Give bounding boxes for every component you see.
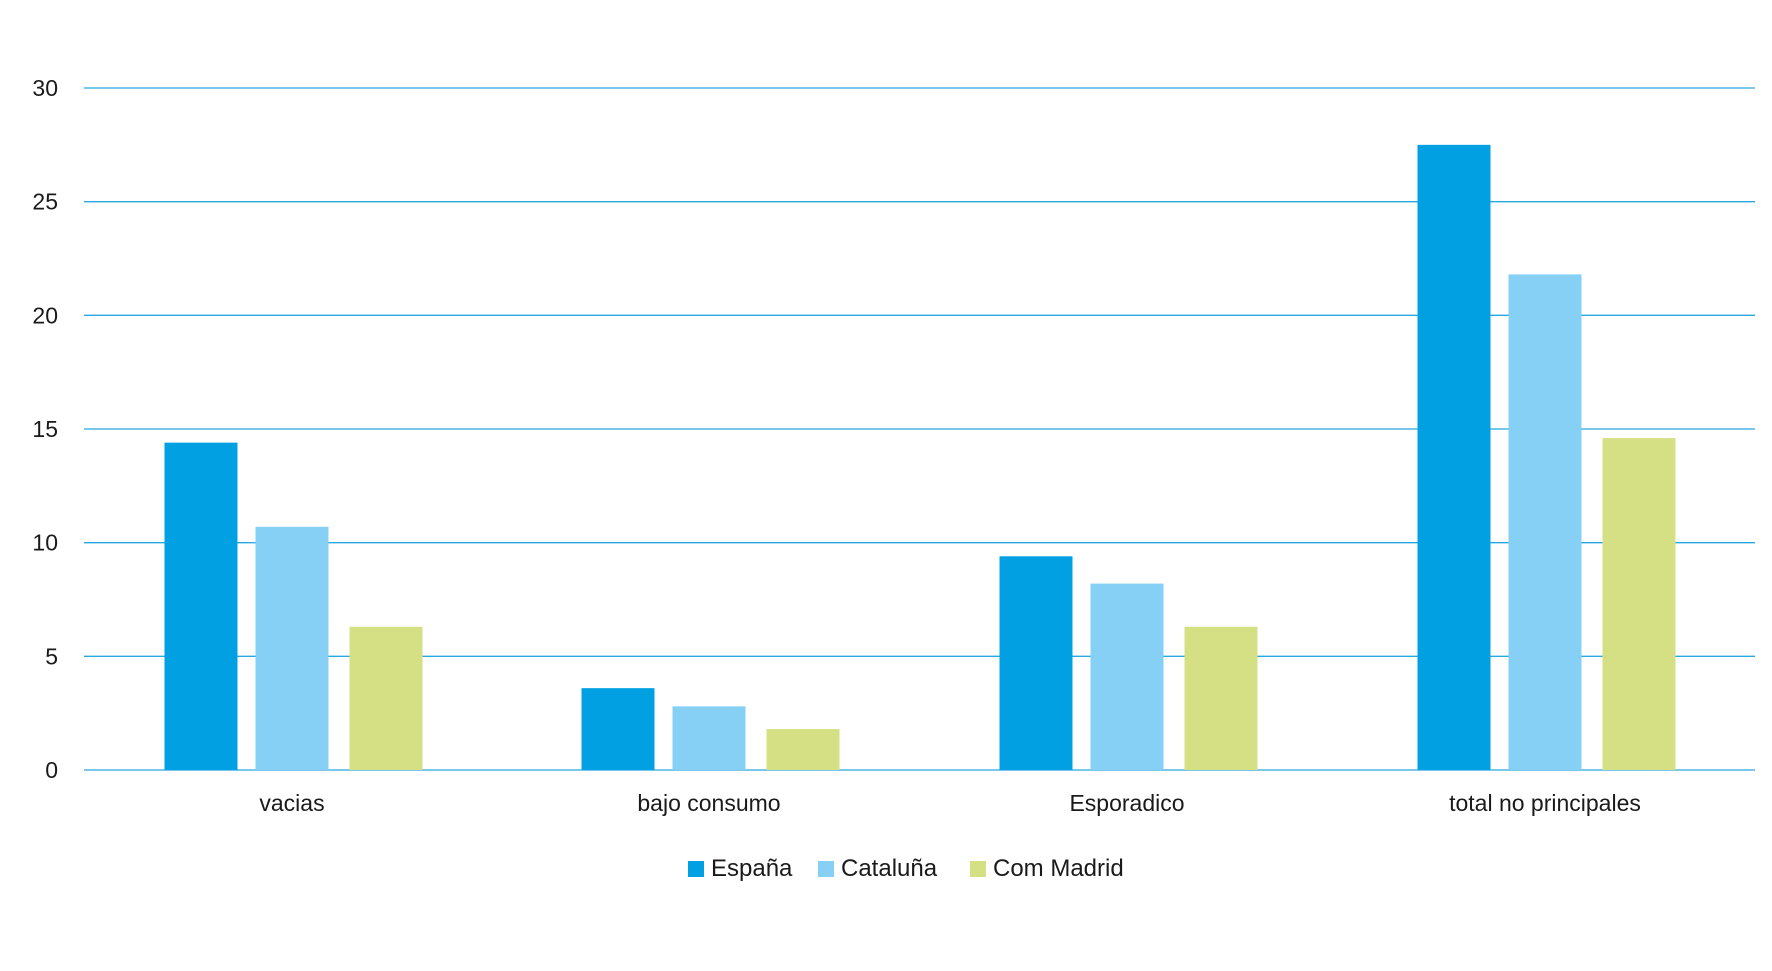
bar-2-3	[1090, 583, 1164, 770]
y-axis-ticks: 0 5 10 15 20 25 30	[32, 75, 58, 783]
y-tick-label: 30	[32, 75, 58, 101]
legend-swatch	[970, 861, 986, 877]
bar-1-1	[164, 442, 238, 770]
y-tick-label: 10	[32, 530, 58, 556]
legend-label: Com Madrid	[993, 855, 1124, 882]
y-tick-label: 0	[45, 757, 58, 783]
bar-3-2	[766, 729, 840, 770]
y-tick-label: 25	[32, 189, 58, 215]
bar-1-4	[1417, 144, 1491, 771]
bars	[164, 144, 1676, 771]
bar-3-3	[1184, 626, 1258, 770]
x-category-label: bajo consumo	[637, 790, 780, 816]
x-category-label: total no principales	[1449, 790, 1641, 816]
legend-label: Cataluña	[841, 855, 938, 882]
y-tick-label: 20	[32, 302, 58, 328]
bar-3-1	[349, 626, 423, 770]
x-axis-categories: vacias bajo consumo Esporadico total no pri…	[259, 790, 1641, 816]
bar-2-1	[255, 526, 329, 770]
legend: España Cataluña Com Madrid	[688, 855, 1124, 882]
legend-swatch	[688, 861, 704, 877]
x-category-label: Esporadico	[1069, 790, 1184, 816]
x-category-label: vacias	[259, 790, 324, 816]
gridlines	[84, 87, 1755, 771]
y-tick-label: 15	[32, 416, 58, 442]
bar-1-2	[581, 688, 655, 770]
legend-swatch	[818, 861, 834, 877]
bar-1-3	[999, 556, 1073, 770]
bar-2-4	[1508, 274, 1582, 770]
bar-2-2	[672, 706, 746, 770]
y-tick-label: 5	[45, 643, 58, 669]
legend-label: España	[711, 855, 793, 882]
bar-3-4	[1602, 438, 1676, 770]
